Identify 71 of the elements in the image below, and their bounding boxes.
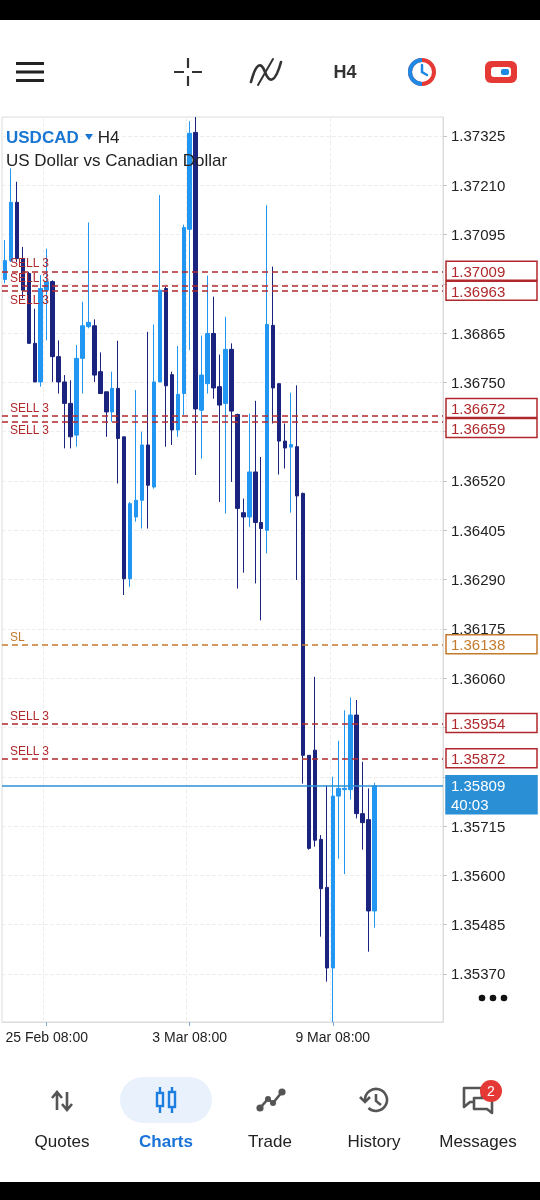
text: 1.35809 xyxy=(451,777,506,795)
text: H4 xyxy=(332,61,358,83)
badge: 2 xyxy=(480,1080,502,1102)
candlestick xyxy=(128,501,132,588)
x-tick-label: 25 Feb 08:00 xyxy=(5,1029,89,1045)
candlestick xyxy=(265,204,269,554)
ref-line-label: SELL 3 xyxy=(10,400,50,415)
candlestick xyxy=(134,389,138,523)
y-tick-label: 1.37095 xyxy=(451,225,506,243)
candlestick xyxy=(372,782,377,929)
ref-line-label: SELL 3 xyxy=(10,743,50,758)
candlestick xyxy=(158,194,162,383)
y-tick-label: 1.36060 xyxy=(451,669,506,687)
y-tick-label: 1.35370 xyxy=(451,965,506,983)
candlestick xyxy=(295,384,299,581)
candlestick xyxy=(271,266,275,425)
candlestick xyxy=(277,383,281,476)
candlestick xyxy=(9,167,13,263)
text: USDCAD H4 xyxy=(6,128,120,147)
x-tick-label: 3 Mar 08:00 xyxy=(152,1029,228,1045)
candlestick xyxy=(140,431,144,530)
candlestick xyxy=(146,331,150,530)
y-tick-label: 1.37210 xyxy=(451,176,506,194)
ref-line-label: SL xyxy=(10,629,25,644)
y-tick-label: 1.36520 xyxy=(451,472,506,490)
y-tick-label: 1.35485 xyxy=(451,916,506,934)
text: 1.35954 xyxy=(451,715,506,733)
y-tick-label: 1.36290 xyxy=(451,571,506,589)
y-tick-label: 1.36405 xyxy=(451,521,506,539)
candlestick xyxy=(223,316,228,515)
candlestick xyxy=(283,423,287,470)
text: 1.37009 xyxy=(451,262,506,280)
candlestick xyxy=(301,492,305,785)
text: 1.36138 xyxy=(451,636,506,654)
text: 40:03 xyxy=(451,796,489,814)
candlestick xyxy=(116,340,120,485)
ref-line-label: SELL 3 xyxy=(10,708,50,723)
text: 1.35872 xyxy=(451,750,506,768)
candlestick xyxy=(170,371,174,446)
candlestick xyxy=(235,413,240,590)
candlestick xyxy=(241,498,246,574)
candlestick xyxy=(176,345,180,438)
candlestick xyxy=(164,286,168,448)
text: 1.36963 xyxy=(451,282,506,300)
candlestick xyxy=(289,392,293,514)
candlestick xyxy=(33,308,37,383)
y-tick-label: 1.36175 xyxy=(451,620,506,638)
text: Trade xyxy=(247,1131,293,1153)
y-tick-label: 1.36750 xyxy=(451,373,506,391)
text: Messages xyxy=(438,1131,518,1153)
text: 1.36672 xyxy=(451,400,506,418)
y-tick-label: 1.36865 xyxy=(451,324,506,342)
candlestick xyxy=(325,784,329,983)
y-tick-label: 1.37325 xyxy=(451,127,506,145)
candlestick xyxy=(307,754,311,851)
candlestick xyxy=(152,323,156,490)
text: Quotes xyxy=(33,1131,91,1153)
candlestick xyxy=(110,371,114,423)
text: 1.36659 xyxy=(451,420,506,438)
candlestick xyxy=(122,436,126,596)
candlestick xyxy=(319,834,323,938)
candlestick xyxy=(229,342,234,483)
ref-line-label: SELL 3 xyxy=(10,423,50,438)
text: Charts xyxy=(138,1131,194,1153)
y-tick-label: 1.35600 xyxy=(451,866,506,884)
text: History xyxy=(346,1131,402,1153)
y-tick-label: 1.35715 xyxy=(451,817,506,835)
x-tick-label: 9 Mar 08:00 xyxy=(295,1029,371,1045)
candlestick xyxy=(247,413,252,528)
candlestick xyxy=(313,676,317,848)
candlestick xyxy=(3,239,7,284)
